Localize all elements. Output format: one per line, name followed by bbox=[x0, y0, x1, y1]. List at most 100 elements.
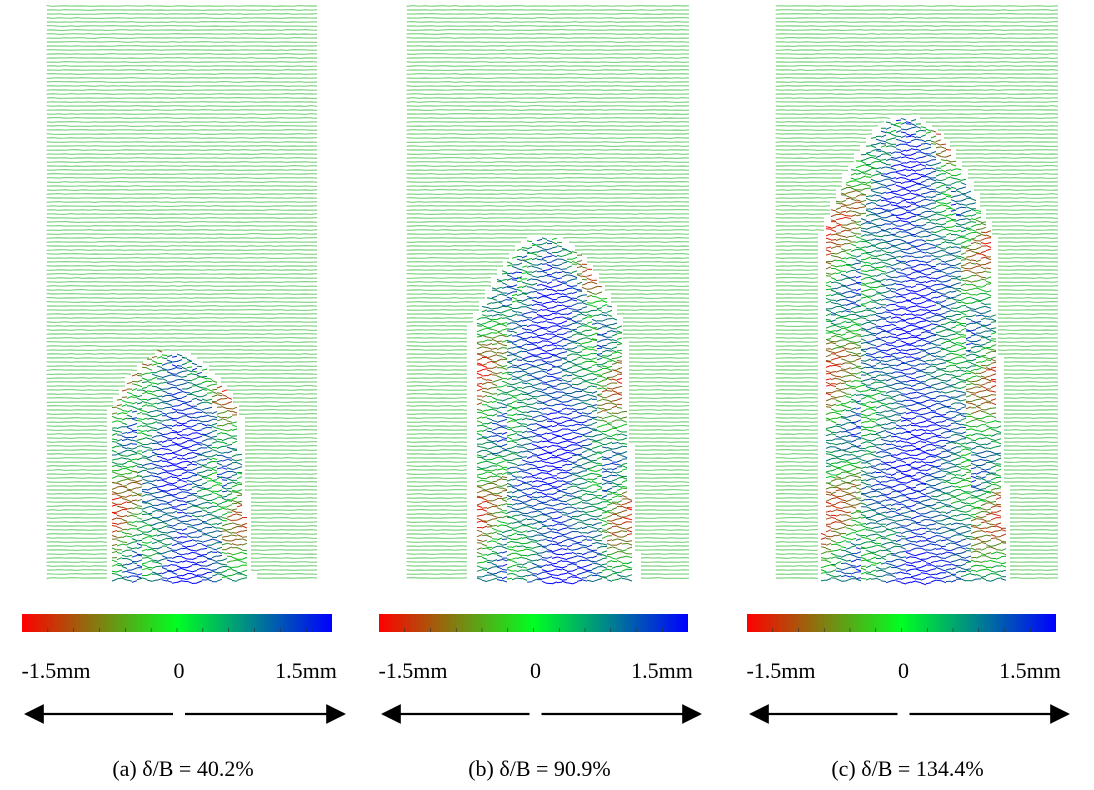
contour-segment bbox=[611, 369, 618, 372]
contour-segment bbox=[875, 167, 882, 170]
contour-segment bbox=[176, 541, 183, 543]
contour-segment bbox=[521, 413, 528, 417]
contour-segment bbox=[546, 472, 553, 476]
contour-segment bbox=[126, 466, 133, 469]
contour-segment bbox=[970, 308, 977, 311]
contour-segment bbox=[576, 356, 583, 359]
contour-segment bbox=[601, 356, 608, 359]
contour-segment bbox=[945, 201, 952, 205]
contour-segment bbox=[930, 238, 937, 242]
contour-segment bbox=[596, 456, 603, 460]
contour-segment bbox=[551, 333, 558, 337]
contour-segment bbox=[840, 273, 847, 277]
contour-segment bbox=[231, 470, 238, 474]
contour-segment bbox=[121, 506, 128, 510]
contour-segment bbox=[950, 266, 957, 269]
contour-segment bbox=[131, 394, 138, 397]
contour-segment bbox=[196, 510, 203, 513]
contour-segment bbox=[476, 342, 483, 346]
contour-segment bbox=[506, 404, 513, 408]
contour-segment bbox=[586, 340, 593, 344]
contour-segment bbox=[975, 271, 982, 274]
contour-segment bbox=[521, 502, 528, 506]
contour-segment bbox=[910, 148, 917, 151]
contour-segment bbox=[156, 395, 163, 398]
contour-segment bbox=[611, 478, 618, 482]
contour-segment bbox=[870, 275, 877, 277]
contour-segment bbox=[621, 462, 628, 465]
contour-segment bbox=[586, 454, 593, 458]
contour-segment bbox=[226, 437, 233, 440]
contour-segment bbox=[171, 550, 178, 554]
contour-segment bbox=[551, 487, 558, 490]
contour-segment bbox=[181, 466, 188, 469]
contour-segment bbox=[596, 574, 603, 578]
contour-segment bbox=[506, 426, 513, 429]
contour-segment bbox=[236, 523, 243, 526]
contour-segment bbox=[136, 418, 143, 420]
contour-segment bbox=[496, 524, 503, 528]
contour-segment bbox=[481, 468, 488, 472]
contour-segment bbox=[196, 371, 203, 375]
contour-segment bbox=[186, 433, 193, 437]
contour-segment bbox=[126, 558, 133, 561]
contour-segment bbox=[875, 194, 882, 197]
contour-segment bbox=[151, 491, 158, 495]
contour-segment bbox=[136, 479, 143, 483]
contour-segment bbox=[181, 436, 188, 439]
contour-segment bbox=[536, 445, 543, 449]
contour-segment bbox=[895, 271, 902, 274]
contour-segment bbox=[121, 455, 128, 457]
contour-segment bbox=[516, 262, 523, 266]
contour-segment bbox=[131, 388, 138, 392]
contour-segment bbox=[186, 515, 193, 518]
contour-segment bbox=[890, 151, 897, 155]
contour-segment bbox=[116, 530, 123, 533]
contour-segment bbox=[501, 398, 508, 402]
contour-segment bbox=[476, 382, 483, 385]
contour-segment bbox=[486, 506, 493, 510]
contour-segment bbox=[556, 511, 563, 514]
contour-segment bbox=[191, 498, 198, 502]
contour-segment bbox=[181, 422, 188, 425]
contour-segment bbox=[855, 288, 862, 292]
contour-segment bbox=[491, 550, 498, 554]
contour-segment bbox=[481, 387, 488, 390]
contour-segment bbox=[940, 248, 947, 250]
contour-segment bbox=[201, 565, 208, 567]
contour-segment bbox=[196, 385, 203, 389]
contour-segment bbox=[501, 503, 508, 506]
contour-segment bbox=[216, 516, 223, 518]
contour-segment bbox=[536, 262, 543, 266]
contour-segment bbox=[151, 405, 158, 409]
contour-segment bbox=[566, 485, 573, 489]
contour-segment bbox=[596, 488, 603, 491]
contour-segment bbox=[840, 248, 847, 252]
contour-segment bbox=[551, 266, 558, 269]
contour-segment bbox=[501, 476, 508, 479]
contour-segment bbox=[511, 538, 518, 541]
contour-segment bbox=[571, 522, 578, 526]
contour-segment bbox=[586, 314, 593, 317]
contour-segment bbox=[136, 507, 143, 510]
contour-segment bbox=[531, 467, 538, 470]
contour-segment bbox=[855, 292, 862, 295]
contour-segment bbox=[111, 458, 118, 461]
contour-segment bbox=[945, 187, 952, 191]
contour-segment bbox=[895, 130, 902, 133]
contour-segment bbox=[870, 233, 877, 237]
contour-segment bbox=[830, 246, 837, 249]
contour-segment bbox=[506, 436, 513, 440]
contour-segment bbox=[556, 428, 563, 432]
contour-segment bbox=[176, 547, 183, 551]
contour-segment bbox=[955, 202, 962, 206]
contour-segment bbox=[476, 577, 483, 581]
contour-segment bbox=[616, 574, 623, 577]
contour-segment bbox=[526, 442, 533, 445]
contour-segment bbox=[546, 515, 553, 519]
contour-segment bbox=[181, 500, 188, 503]
contour-segment bbox=[156, 441, 163, 443]
contour-segment bbox=[945, 228, 952, 232]
contour-segment bbox=[586, 274, 593, 277]
contour-segment bbox=[146, 402, 153, 405]
